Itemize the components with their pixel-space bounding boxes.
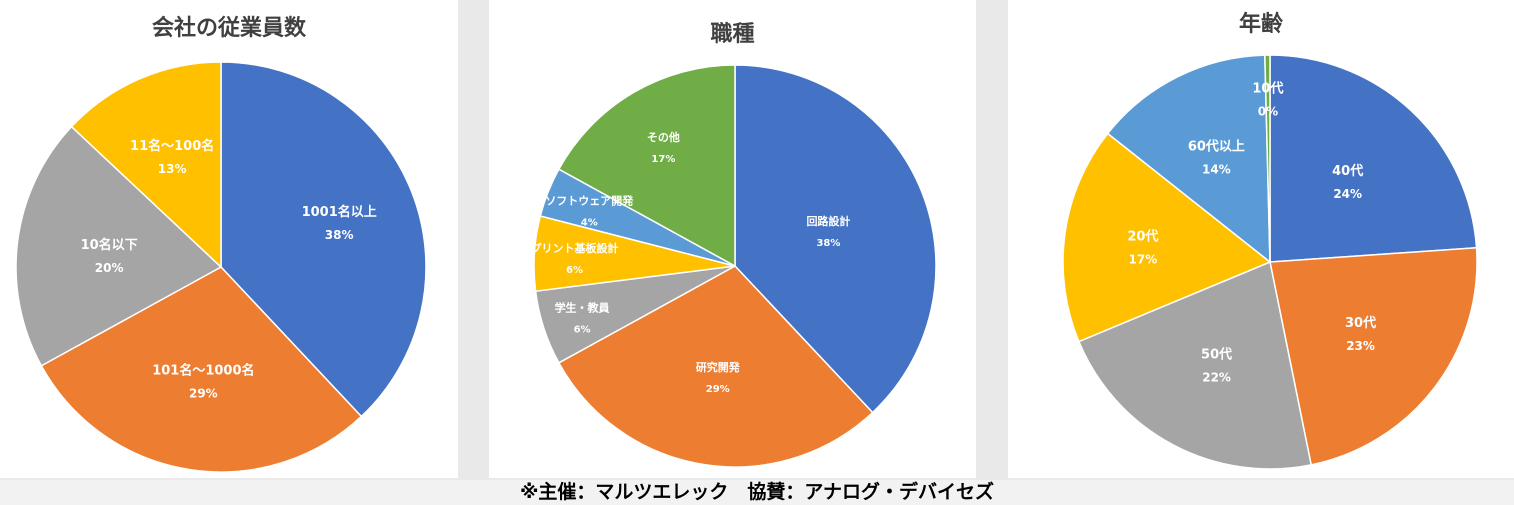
slice-category-label: 11名～100名 <box>130 138 214 154</box>
slice-category-label: 研究開発 <box>696 360 741 374</box>
slice-percent-label: 29% <box>189 386 218 400</box>
chart-panel-age: 年齢 40代 24% 30代 23% 50代 22% 20代 17% 60代以上 14% 10代 0% <box>1008 0 1514 478</box>
slice-percent-label: 38% <box>325 228 354 242</box>
sponsor-footer: ※主催：マルツエレック 協賛：アナログ・デバイセズ <box>0 480 1514 505</box>
pie-slice <box>1269 246 1478 466</box>
pie-chart-job-type: 回路設計 38% 研究開発 29% 学生・教員 6% プリント基板設計 6% ソフトウェア開発 4… <box>531 64 937 468</box>
chart-panel-company-size: 会社の従業員数 1001名以上 38% 101名～1000名 29% 10名以下 20% 1… <box>0 0 458 478</box>
slice-percent-label: 4% <box>581 217 598 228</box>
slice-percent-label: 23% <box>1346 339 1375 353</box>
pie-chart-company-size: 1001名以上38%101名～1000名29%10名以下20%11名～100名1… <box>15 61 427 473</box>
slice-label-group: 回路設計 38% <box>806 214 850 249</box>
pie-slice <box>1269 54 1478 263</box>
slice-category-label: 1001名以上 <box>302 204 377 220</box>
slice-category-label: ソフトウェア開発 <box>545 193 634 207</box>
slice-label-group: 101名～1000名 29% <box>152 362 254 400</box>
slice-percent-label: 22% <box>1202 371 1231 385</box>
slice-category-label: 101名～1000名 <box>152 362 254 378</box>
pie-slice <box>557 265 874 468</box>
slice-label-group: 30代 23% <box>1345 315 1376 353</box>
slice-label-group: 10代 0% <box>1252 80 1283 118</box>
slice-percent-label: 38% <box>816 238 840 249</box>
slice-category-label: 10代 <box>1252 80 1283 96</box>
chart-panel-job-type: 職種 回路設計 38% 研究開発 29% 学生・教員 6% プリント基板設計 6% ソフトウェア… <box>489 0 976 478</box>
pie-slice <box>40 266 363 473</box>
chart-title: 年齢 <box>1238 12 1283 37</box>
slice-percent-label: 17% <box>651 154 675 165</box>
slice-label-group: プリント基板設計 6% <box>531 241 619 276</box>
slice-label-group: 10名以下 20% <box>81 237 138 275</box>
slice-label-group: 研究開発 29% <box>696 360 741 395</box>
slice-category-label: 30代 <box>1345 315 1376 331</box>
pie-chart-age: 40代 24% 30代 23% 50代 22% 20代 17% 60代以上 14% 10代 0% <box>1062 54 1478 470</box>
pie-slice <box>70 61 222 269</box>
slice-label-group: 40代 24% <box>1332 163 1363 201</box>
slice-label-group: 60代以上 14% <box>1188 139 1245 177</box>
slice-category-label: 40代 <box>1332 163 1363 179</box>
pie-slice <box>1264 54 1271 263</box>
slice-category-label: プリント基板設計 <box>531 241 619 255</box>
slice-percent-label: 17% <box>1129 252 1158 266</box>
pie-slice <box>15 125 223 367</box>
slice-category-label: 学生・教員 <box>555 301 610 315</box>
slice-label-group: 1001名以上 38% <box>302 204 377 242</box>
slice-category-label: 20代 <box>1127 228 1158 244</box>
pie-slice <box>1062 132 1272 343</box>
slice-category-label: 50代 <box>1201 347 1232 363</box>
slice-label-group: 50代 22% <box>1201 347 1232 385</box>
slice-percent-label: 0% <box>1258 104 1278 118</box>
pie-slice <box>220 61 427 418</box>
slice-percent-label: 24% <box>1333 187 1362 201</box>
slice-label-group: その他 17% <box>647 130 680 165</box>
slice-percent-label: 6% <box>566 265 583 276</box>
pie-slice <box>1077 260 1313 470</box>
pie-slice <box>1106 54 1271 264</box>
slice-category-label: 10名以下 <box>81 237 138 253</box>
pie-slice <box>734 64 937 414</box>
slice-percent-label: 20% <box>95 261 124 275</box>
slice-percent-label: 29% <box>706 384 730 395</box>
slice-category-label: 回路設計 <box>806 214 850 228</box>
slice-percent-label: 6% <box>574 325 591 336</box>
pie-slice <box>557 64 736 268</box>
slice-category-label: 60代以上 <box>1188 139 1245 155</box>
chart-title: 職種 <box>710 22 755 47</box>
slice-percent-label: 14% <box>1202 163 1231 177</box>
slice-label-group: 学生・教員 6% <box>555 301 610 336</box>
slice-percent-label: 13% <box>158 162 187 176</box>
chart-title: 会社の従業員数 <box>151 16 306 41</box>
slice-label-group: 20代 17% <box>1127 228 1158 266</box>
slice-label-group: ソフトウェア開発 4% <box>545 193 634 228</box>
slice-category-label: その他 <box>647 130 680 144</box>
slice-label-group: 11名～100名 13% <box>130 138 214 176</box>
